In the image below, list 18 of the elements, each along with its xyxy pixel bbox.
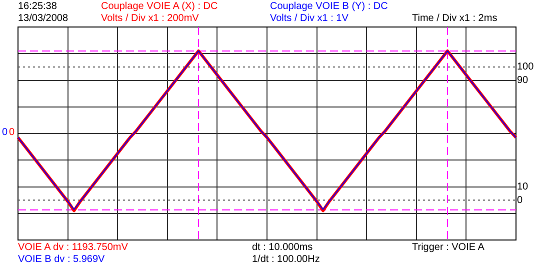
text: dt : 10.000ms xyxy=(252,242,313,253)
text: 1/dt : 100.00Hz xyxy=(252,254,320,265)
text: Trigger : VOIE A xyxy=(412,242,484,253)
text: Volts / Div x1 : 1V xyxy=(270,13,348,24)
y-tick-label: 90 xyxy=(517,75,529,86)
text: VOIE B dv : 5.969V xyxy=(18,254,105,265)
y-tick-label: 100 xyxy=(517,62,534,73)
text: VOIE A dv : 1193.750mV xyxy=(18,242,128,253)
text: 16:25:38 xyxy=(18,1,57,12)
y-tick-label: 10 xyxy=(517,182,529,192)
text: 0 xyxy=(9,127,15,138)
text: Volts / Div x1 : 200mV xyxy=(101,13,199,24)
y-tick-label: 0 xyxy=(517,194,523,206)
text: 0 xyxy=(2,127,8,138)
text: Couplage VOIE B (Y) : DC xyxy=(270,1,388,12)
text: 13/03/2008 xyxy=(18,13,68,24)
text: Couplage VOIE A (X) : DC xyxy=(101,1,218,12)
text: Time / Div x1 : 2ms xyxy=(412,13,498,24)
